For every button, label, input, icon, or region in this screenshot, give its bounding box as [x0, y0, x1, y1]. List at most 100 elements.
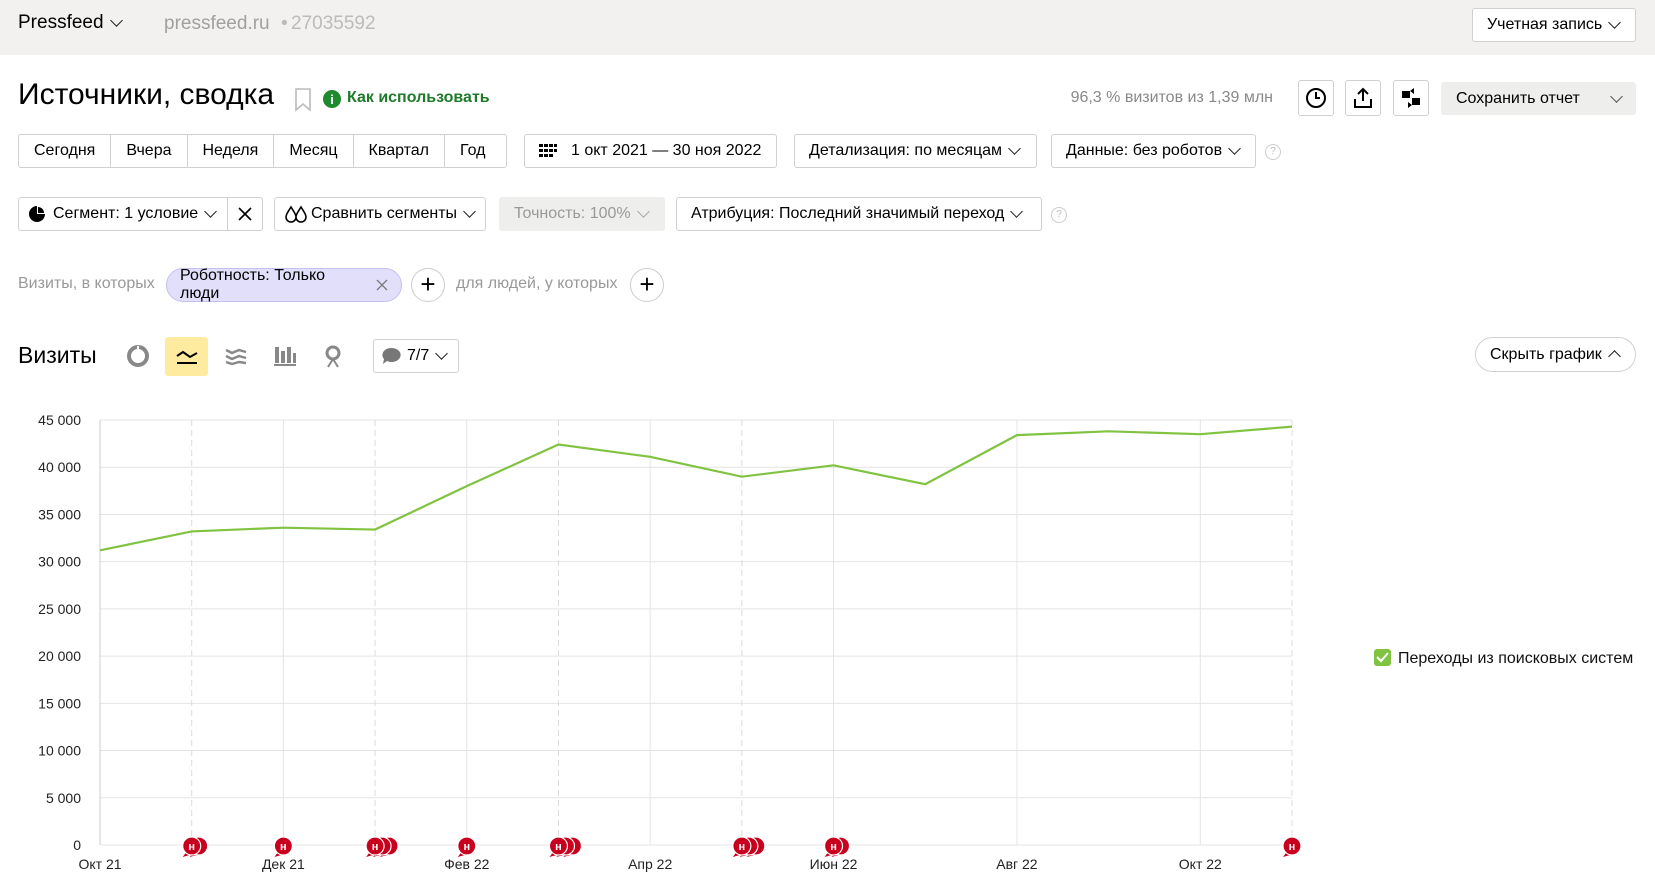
- hide-chart-button[interactable]: Скрыть график: [1475, 337, 1636, 372]
- annotation-marker[interactable]: н: [182, 836, 202, 857]
- svg-text:i: i: [330, 92, 334, 107]
- period-button[interactable]: Вчера: [111, 135, 188, 167]
- account-label: Учетная запись: [1487, 16, 1603, 33]
- pie-icon: [29, 205, 46, 222]
- annotation-bubble: [182, 853, 190, 857]
- map-view[interactable]: [322, 344, 346, 368]
- date-range-button[interactable]: 1 окт 2021 — 30 ноя 2022: [524, 134, 777, 168]
- annotation-marker[interactable]: н: [457, 836, 477, 857]
- line-icon: [175, 350, 197, 364]
- annotation-bubble: [182, 836, 202, 856]
- bar-chart-view[interactable]: [273, 345, 297, 367]
- compare-icon: [1402, 88, 1420, 108]
- account-button[interactable]: Учетная запись: [1472, 8, 1636, 42]
- y-tick-label: 40 000: [38, 459, 81, 475]
- x-tick-label: Окт 21: [78, 856, 121, 872]
- annotation-bubble: [366, 853, 374, 857]
- annotation-bubble: [1283, 853, 1290, 857]
- x-tick-label: Фев 22: [444, 856, 490, 872]
- accuracy-button[interactable]: Точность: 100%: [499, 197, 665, 231]
- help-icon[interactable]: ?: [1265, 144, 1281, 160]
- area-chart-view[interactable]: [224, 346, 248, 366]
- period-button[interactable]: Квартал: [354, 135, 446, 167]
- y-tick-label: 30 000: [38, 554, 81, 570]
- site-domain: pressfeed.ru: [164, 13, 270, 34]
- add-people-filter[interactable]: +: [630, 268, 664, 302]
- period-button[interactable]: Год: [460, 142, 486, 159]
- calendar-icon: [539, 144, 557, 157]
- series-line: [99, 425, 1293, 552]
- legend-item[interactable]: Переходы из поисковых систем: [1374, 649, 1633, 667]
- bookmark-icon[interactable]: [294, 88, 312, 112]
- metric-title: Визиты: [18, 342, 97, 368]
- close-icon: [238, 207, 252, 221]
- y-tick-label: 0: [73, 837, 81, 853]
- attribution-label: Атрибуция: Последний значимый переход: [691, 205, 1005, 222]
- annotation-bubble: [732, 836, 752, 856]
- x-tick-label: Апр 22: [628, 856, 672, 872]
- series-selector[interactable]: 7/7: [373, 339, 459, 373]
- annotation-bubble: [823, 836, 844, 856]
- annotation-bubble: [365, 836, 385, 856]
- help-link[interactable]: Как использовать: [347, 89, 490, 106]
- accuracy-label: Точность: 100%: [514, 205, 631, 222]
- compare-segments-label: Сравнить сегменты: [311, 205, 458, 222]
- top-bar: [0, 0, 1655, 55]
- series-selector-label: 7/7: [407, 347, 430, 364]
- date-range: 1 окт 2021 — 30 ноя 2022: [571, 142, 762, 159]
- annotation-bubble: [548, 836, 569, 856]
- y-tick-label: 25 000: [38, 601, 81, 617]
- line-chart-view[interactable]: [165, 337, 208, 376]
- period-button[interactable]: Месяц: [274, 135, 354, 167]
- annotation-bubble: [457, 836, 477, 856]
- site-name: Pressfeed: [18, 12, 104, 33]
- annotation-label: н: [555, 841, 562, 853]
- pie-chart-view[interactable]: [126, 344, 150, 368]
- annotation-label: н: [463, 841, 470, 853]
- site-switcher[interactable]: Pressfeed: [18, 12, 123, 34]
- export-button[interactable]: [1345, 80, 1381, 116]
- annotation-marker[interactable]: н: [548, 836, 569, 857]
- data-filter-button[interactable]: Данные: без роботов: [1051, 134, 1256, 168]
- annotation-bubble: [549, 853, 557, 857]
- x-tick-label: Июн 22: [810, 856, 858, 872]
- plot-area: [100, 420, 1292, 845]
- add-visit-filter[interactable]: +: [411, 268, 445, 302]
- annotation-bubble: [273, 836, 293, 856]
- help-icon[interactable]: ?: [1051, 207, 1067, 223]
- annotation-marker[interactable]: н: [1282, 836, 1302, 857]
- y-tick-label: 5 000: [46, 790, 81, 806]
- detail-button[interactable]: Детализация: по месяцам: [794, 134, 1037, 168]
- report-title: Источники, сводка: [18, 78, 275, 111]
- period-button[interactable]: Сегодня: [19, 135, 112, 167]
- x-tick-label: Дек 21: [262, 856, 305, 872]
- drops-icon: [285, 205, 307, 223]
- annotation-bubble: [1282, 836, 1302, 856]
- attribution-button[interactable]: Атрибуция: Последний значимый переход: [676, 197, 1042, 231]
- annotation-marker[interactable]: н: [365, 836, 385, 857]
- period-button[interactable]: Неделя: [188, 135, 275, 167]
- annotation-bubble: [457, 853, 465, 857]
- comment-icon: [382, 347, 401, 364]
- y-tick-label: 10 000: [38, 743, 81, 759]
- save-report-button[interactable]: Сохранить отчет: [1441, 82, 1636, 115]
- filter-chip[interactable]: Роботность: Только люди: [166, 267, 402, 302]
- annotation-marker[interactable]: н: [273, 836, 293, 857]
- hide-chart-label: Скрыть график: [1490, 345, 1602, 363]
- people-filter-prefix: для людей, у которых: [456, 275, 618, 292]
- annotation-bubble: [274, 853, 282, 857]
- segment-clear[interactable]: [227, 198, 262, 230]
- chip-remove-icon[interactable]: [376, 279, 388, 291]
- compare-button[interactable]: [1393, 80, 1429, 116]
- legend-label: Переходы из поисковых систем: [1398, 650, 1633, 667]
- annotation-bubble: [732, 853, 740, 857]
- save-report-label: Сохранить отчет: [1456, 89, 1580, 107]
- segment-button[interactable]: Сегмент: 1 условие: [18, 197, 263, 231]
- annotation-marker[interactable]: н: [732, 836, 752, 857]
- y-tick-label: 15 000: [38, 695, 81, 711]
- annotation-marker[interactable]: н: [823, 836, 844, 857]
- compare-segments-button[interactable]: Сравнить сегменты: [274, 197, 486, 231]
- history-button[interactable]: [1298, 80, 1334, 116]
- filter-chip-label: Роботность: Только люди: [180, 267, 326, 302]
